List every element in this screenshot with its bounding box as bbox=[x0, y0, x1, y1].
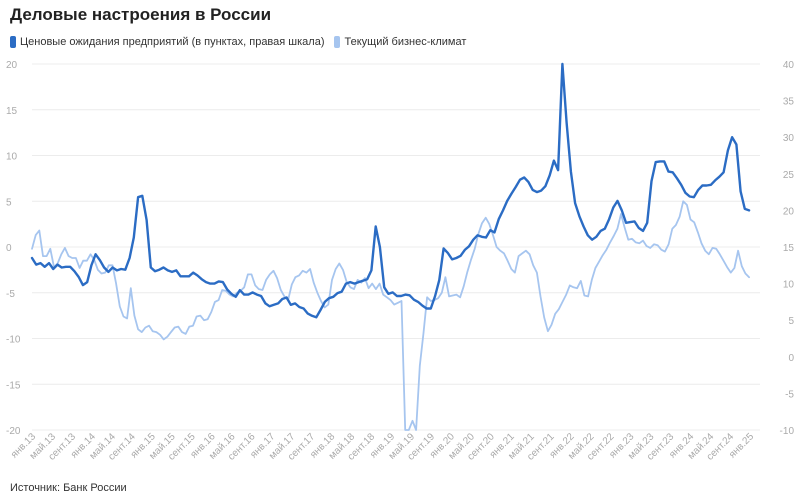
series-lines bbox=[30, 62, 751, 431]
left-axis-tick-label: 20 bbox=[6, 60, 18, 71]
left-axis-tick-label: -10 bbox=[6, 335, 21, 346]
right-axis-tick-label: 30 bbox=[783, 133, 795, 144]
right-axis-tick-label: 35 bbox=[783, 97, 795, 108]
legend-swatch-dark-blue bbox=[10, 36, 16, 48]
right-axis-tick-label: 0 bbox=[788, 353, 794, 364]
legend-item-price-expectations[interactable]: Ценовые ожидания предприятий (в пунктах,… bbox=[10, 36, 324, 48]
left-axis: 20 15 10 5 0 -5 -10 -15 -20 bbox=[6, 60, 21, 437]
legend-label-price-expectations: Ценовые ожидания предприятий (в пунктах,… bbox=[20, 36, 325, 48]
right-axis-tick-label: 20 bbox=[783, 206, 795, 217]
series-line-price-expectations[interactable] bbox=[30, 62, 751, 319]
right-axis-tick-label: 10 bbox=[783, 280, 795, 291]
left-axis-tick-label: 0 bbox=[6, 243, 12, 254]
chart-title: Деловые настроения в России bbox=[10, 5, 272, 24]
right-axis-tick-label: -10 bbox=[780, 426, 795, 437]
left-axis-tick-label: -20 bbox=[6, 426, 21, 437]
right-axis-tick-label: 40 bbox=[783, 60, 795, 71]
left-axis-tick-label: -15 bbox=[6, 380, 21, 391]
legend-swatch-light-blue bbox=[334, 36, 341, 48]
grid bbox=[32, 63, 760, 431]
right-axis-tick-label: 5 bbox=[788, 316, 794, 327]
right-axis: 40 35 30 25 20 15 10 5 0 -5 -10 bbox=[780, 60, 795, 437]
legend-label-business-climate: Текущий бизнес-климат bbox=[344, 36, 467, 48]
left-axis-tick-label: -5 bbox=[6, 289, 15, 300]
right-axis-tick-label: 25 bbox=[783, 170, 795, 181]
right-axis-tick-label: 15 bbox=[783, 243, 795, 254]
source-note: Источник: Банк России bbox=[10, 482, 127, 494]
legend: Ценовые ожидания предприятий (в пунктах,… bbox=[10, 36, 466, 48]
right-axis-tick-label: -5 bbox=[785, 389, 794, 400]
left-axis-tick-label: 5 bbox=[6, 197, 12, 208]
x-axis: янв.13май.13сент.13янв.14май.14сент.14ян… bbox=[9, 431, 756, 463]
legend-item-business-climate[interactable]: Текущий бизнес-климат bbox=[334, 36, 466, 48]
series-line-business-climate[interactable] bbox=[31, 200, 750, 431]
left-axis-tick-label: 15 bbox=[6, 106, 18, 117]
left-axis-tick-label: 10 bbox=[6, 152, 18, 163]
